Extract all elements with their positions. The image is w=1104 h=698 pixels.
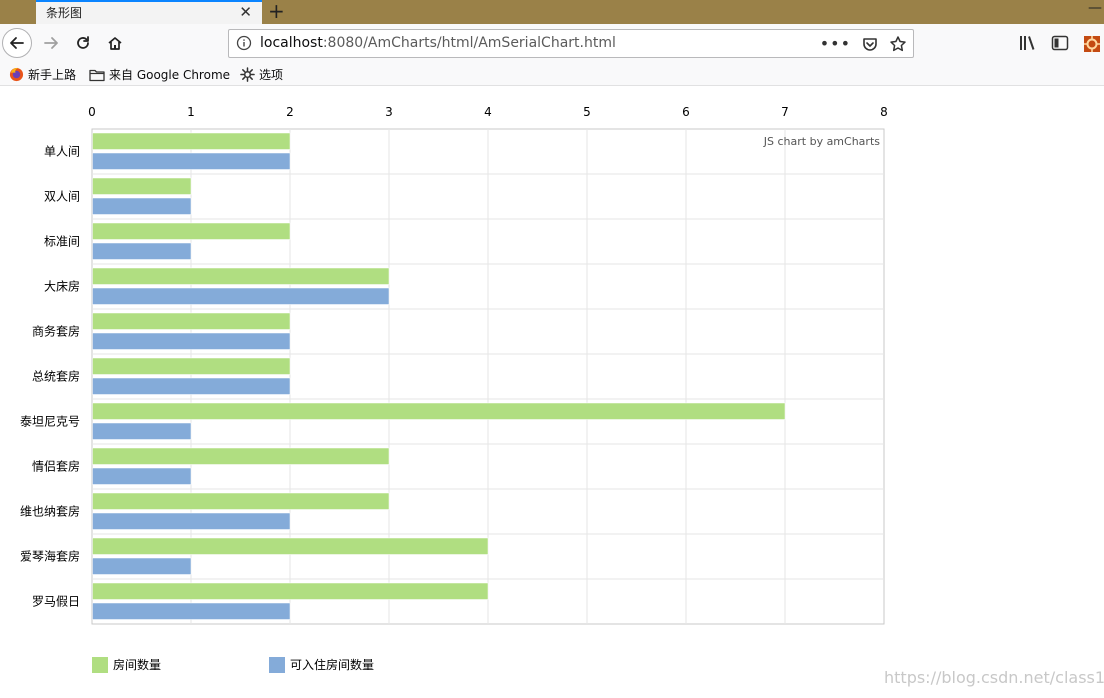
bookmark-label: 来自 Google Chrome <box>109 68 231 82</box>
bookmark-getting-started[interactable]: 新手上路 <box>9 66 76 83</box>
category-label: 情侣套房 <box>32 459 80 474</box>
tab-strip: 条形图 ✕ + — <box>0 0 1104 24</box>
bar-available[interactable] <box>92 152 291 170</box>
home-icon <box>108 37 122 50</box>
watermark: https://blog.csdn.net/class157 <box>884 668 1104 687</box>
category-label: 商务套房 <box>32 324 80 339</box>
bar-available[interactable] <box>92 557 192 575</box>
bar-rooms[interactable] <box>92 177 192 195</box>
category-label: 标准间 <box>44 235 80 249</box>
category-label: 总统套房 <box>32 369 80 384</box>
category-label: 泰坦尼克号 <box>20 415 80 429</box>
x-tick-label: 5 <box>583 105 591 119</box>
address-bar[interactable]: localhost:8080/AmCharts/html/AmSerialCha… <box>228 29 914 58</box>
legend-swatch-rooms <box>92 656 108 673</box>
gear-icon <box>240 67 255 82</box>
bar-available[interactable] <box>92 332 291 350</box>
bookmark-label: 新手上路 <box>28 68 77 82</box>
bar-rooms[interactable] <box>92 267 390 285</box>
category-label: 爱琴海套房 <box>20 549 80 564</box>
url-host: localhost <box>260 35 323 51</box>
bar-available[interactable] <box>92 242 192 260</box>
extension-icon[interactable] <box>1083 35 1101 53</box>
legend-label-rooms: 房间数量 <box>113 658 162 672</box>
url-text[interactable]: localhost:8080/AmCharts/html/AmSerialCha… <box>260 35 616 51</box>
bar-available[interactable] <box>92 602 291 620</box>
bar-rooms[interactable] <box>92 447 390 465</box>
bar-rooms[interactable] <box>92 492 390 510</box>
reload-button[interactable] <box>68 28 98 58</box>
minimize-window-icon[interactable]: — <box>1088 0 1102 16</box>
back-button[interactable] <box>2 28 32 58</box>
category-label: 双人间 <box>44 190 80 204</box>
category-label: 大床房 <box>44 279 80 294</box>
folder-icon <box>89 69 105 81</box>
url-path: :8080/AmCharts/html/AmSerialChart.html <box>322 35 616 51</box>
bar-available[interactable] <box>92 422 192 440</box>
bar-rooms[interactable] <box>92 402 786 420</box>
bar-available[interactable] <box>92 377 291 395</box>
bookmark-folder-chrome[interactable]: 来自 Google Chrome <box>89 66 230 83</box>
x-tick-label: 8 <box>880 105 888 119</box>
site-info-icon[interactable] <box>236 35 252 51</box>
bar-chart: 0 1 2 3 4 5 6 7 8 单人间双人间标准间大床房商务套房总统套房泰坦尼克号情侣套房维也… <box>20 105 888 625</box>
category-label: 罗马假日 <box>32 595 80 609</box>
bar-available[interactable] <box>92 512 291 530</box>
bookmark-options[interactable]: 选项 <box>240 66 283 83</box>
new-tab-icon[interactable]: + <box>268 0 285 23</box>
firefox-icon <box>9 67 24 82</box>
navigation-toolbar: localhost:8080/AmCharts/html/AmSerialCha… <box>0 24 1104 62</box>
chart-credit[interactable]: JS chart by amCharts <box>763 135 880 148</box>
tab-active[interactable]: 条形图 ✕ <box>36 0 262 24</box>
bar-rooms[interactable] <box>92 582 489 600</box>
bookmark-star-icon[interactable] <box>889 35 907 53</box>
x-tick-label: 0 <box>88 105 96 119</box>
category-label: 维也纳套房 <box>20 504 80 519</box>
bar-rooms[interactable] <box>92 222 291 240</box>
x-tick-label: 2 <box>286 105 294 119</box>
legend-item-available[interactable]: 可入住房间数量 <box>269 656 374 673</box>
bookmarks-toolbar: 新手上路 来自 Google Chrome 选项 <box>0 62 1104 86</box>
bar-available[interactable] <box>92 287 390 305</box>
bar-rooms[interactable] <box>92 312 291 330</box>
page-actions-icon[interactable]: ••• <box>819 34 851 53</box>
x-tick-label: 6 <box>682 105 690 119</box>
legend-item-rooms[interactable]: 房间数量 <box>92 656 161 673</box>
pocket-icon[interactable] <box>861 35 879 53</box>
tab-title: 条形图 <box>46 6 83 20</box>
forward-arrow-icon <box>44 37 58 49</box>
forward-button[interactable] <box>36 28 66 58</box>
bar-rooms[interactable] <box>92 357 291 375</box>
sidebar-toggle-icon[interactable] <box>1051 35 1069 51</box>
x-tick-label: 1 <box>187 105 195 119</box>
reload-icon <box>77 36 89 49</box>
back-arrow-icon <box>10 37 24 49</box>
library-icon[interactable] <box>1019 35 1037 51</box>
bookmark-label: 选项 <box>259 68 284 82</box>
url-actions: ••• <box>820 34 907 53</box>
x-tick-label: 3 <box>385 105 393 119</box>
x-tick-label: 4 <box>484 105 492 119</box>
category-label: 单人间 <box>44 145 80 159</box>
bar-rooms[interactable] <box>92 132 291 150</box>
bar-available[interactable] <box>92 467 192 485</box>
close-tab-icon[interactable]: ✕ <box>239 3 252 21</box>
bar-rooms[interactable] <box>92 537 489 555</box>
bar-available[interactable] <box>92 197 192 215</box>
legend-swatch-available <box>269 656 285 673</box>
home-button[interactable] <box>100 28 130 58</box>
page-content: 0 1 2 3 4 5 6 7 8 单人间双人间标准间大床房商务套房总统套房泰坦尼克号情侣套房维也… <box>0 86 1104 698</box>
legend-label-available: 可入住房间数量 <box>290 658 375 672</box>
x-tick-label: 7 <box>781 105 789 119</box>
